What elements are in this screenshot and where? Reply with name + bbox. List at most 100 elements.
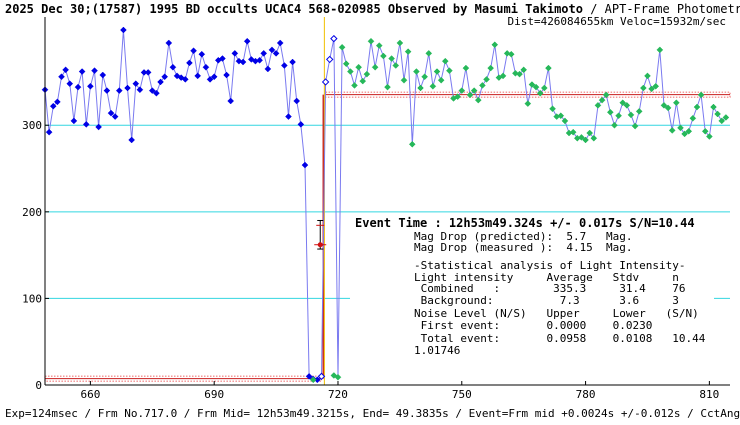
data-point xyxy=(413,68,420,75)
data-point xyxy=(91,67,98,75)
data-point xyxy=(272,50,280,57)
data-point xyxy=(169,63,177,71)
data-point xyxy=(602,91,610,99)
data-point xyxy=(388,55,395,62)
data-point xyxy=(367,37,375,45)
event-error-bar xyxy=(314,219,327,250)
data-point xyxy=(157,78,164,86)
data-point xyxy=(124,84,131,92)
x-tick-label: 750 xyxy=(452,388,472,401)
data-point xyxy=(536,89,544,97)
data-point xyxy=(685,127,693,135)
data-point xyxy=(231,50,239,57)
event-time: Event Time : 12h53m49.324s +/- 0.017s S/… xyxy=(355,216,695,230)
x-tick-label: 810 xyxy=(699,388,719,401)
data-point xyxy=(429,82,437,90)
data-point xyxy=(466,91,474,99)
data-point xyxy=(673,99,680,107)
stats-panel: Event Time : 12h53m49.324s +/- 0.017s S/… xyxy=(355,216,706,357)
data-point xyxy=(317,372,326,381)
data-point xyxy=(470,87,478,94)
data-point xyxy=(74,83,82,91)
data-point xyxy=(351,82,358,89)
stat-combined: Combined : 335.3 31.4 76 xyxy=(414,282,686,295)
data-point xyxy=(210,73,218,81)
data-point xyxy=(375,42,383,49)
data-point xyxy=(718,117,726,125)
data-point xyxy=(45,128,53,136)
data-point xyxy=(115,87,123,94)
y-axis-ticks: 0 100 200 300 xyxy=(22,119,49,392)
data-point xyxy=(264,65,272,73)
data-point xyxy=(276,39,284,47)
data-point xyxy=(664,104,672,112)
data-point xyxy=(268,46,276,54)
data-point xyxy=(520,66,528,74)
data-point xyxy=(627,111,635,119)
data-point xyxy=(569,128,577,136)
data-point xyxy=(722,114,730,121)
data-point xyxy=(648,85,655,93)
data-point xyxy=(87,82,94,90)
data-point xyxy=(561,117,569,125)
data-point xyxy=(487,64,495,72)
level-lower-band xyxy=(44,375,323,382)
data-point xyxy=(586,129,594,137)
data-point xyxy=(181,75,189,83)
data-point xyxy=(136,86,144,94)
x-tick-label: 690 xyxy=(204,388,224,401)
data-point xyxy=(400,76,408,84)
data-point xyxy=(289,58,296,66)
data-point xyxy=(202,63,210,71)
stat-header: Light intensity Average Stdv n xyxy=(414,271,679,284)
chart-subtitle: Dist=426084655km Veloc=15932m/sec xyxy=(507,15,726,28)
data-point xyxy=(280,62,288,69)
data-point xyxy=(285,113,292,120)
data-point xyxy=(623,101,631,109)
data-point xyxy=(309,376,317,384)
data-point xyxy=(404,48,412,55)
data-point xyxy=(582,136,589,144)
noise-total-event: Total event: 0.0958 0.0108 10.44 xyxy=(414,332,706,345)
data-point xyxy=(615,112,622,120)
data-point xyxy=(408,140,416,148)
mag-drop-predicted: Mag Drop (predicted): 5.7 Mag. xyxy=(414,230,633,243)
data-point xyxy=(120,26,127,34)
chart-title: 2025 Dec 30;(17587) 1995 BD occults UCAC… xyxy=(5,2,740,16)
x-tick-label: 660 xyxy=(80,388,100,401)
data-point xyxy=(631,122,639,130)
data-point xyxy=(578,134,585,141)
data-point xyxy=(219,55,226,62)
event-marker-point xyxy=(317,242,323,248)
data-point xyxy=(677,124,684,132)
data-point xyxy=(235,57,243,65)
stats-panel-background xyxy=(350,214,714,358)
data-point xyxy=(652,82,660,90)
data-point xyxy=(206,75,214,83)
data-point xyxy=(256,56,263,64)
y-tick-label: 0 xyxy=(35,379,42,392)
data-point xyxy=(507,50,515,58)
data-point xyxy=(371,63,379,71)
extra-value: 1.01746 xyxy=(414,344,460,357)
footer-info: Exp=124msec / Frm No.717.0 / Frm Mid= 12… xyxy=(5,407,740,420)
data-point xyxy=(78,68,86,75)
data-point xyxy=(165,39,173,47)
data-point xyxy=(474,96,482,104)
data-point xyxy=(706,133,713,140)
data-point xyxy=(441,57,449,65)
data-point xyxy=(433,68,441,75)
data-point xyxy=(297,121,305,128)
data-point xyxy=(701,127,709,135)
data-point xyxy=(223,71,230,79)
data-point xyxy=(384,83,391,91)
noise-first-event: First event: 0.0000 0.0230 xyxy=(414,319,652,332)
data-point xyxy=(516,70,523,78)
data-point xyxy=(458,87,466,94)
data-point xyxy=(540,84,548,92)
data-point xyxy=(619,99,627,107)
stat-background: Background: 7.3 3.6 3 xyxy=(414,294,679,307)
data-points xyxy=(41,26,730,384)
data-point xyxy=(598,96,606,104)
data-point xyxy=(198,50,206,58)
